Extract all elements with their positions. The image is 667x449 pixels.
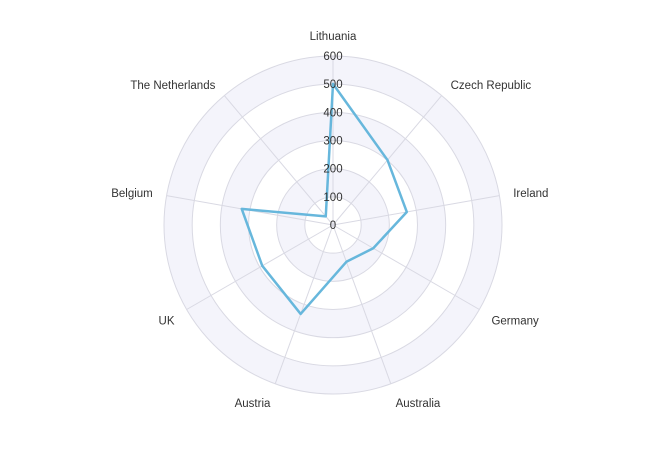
tick-label: 300 [323, 136, 342, 148]
series-line-0 [240, 82, 409, 316]
spoke-3 [332, 224, 480, 310]
radar-series-layer [240, 82, 409, 316]
category-label-0: Lithuania [310, 31, 357, 43]
tick-label: 100 [323, 192, 342, 204]
radar-spokes [166, 56, 500, 384]
tick-label: 600 [323, 51, 342, 63]
spoke-8 [223, 95, 334, 226]
tick-label: 500 [323, 79, 342, 91]
radar-category-labels: Lithuania Czech Republic Ireland Germany Aus… [111, 31, 548, 410]
spoke-4 [332, 224, 392, 384]
spoke-5 [274, 224, 334, 384]
category-label-2: Ireland [513, 188, 548, 200]
spoke-6 [186, 224, 334, 310]
tick-label: 0 [330, 220, 336, 232]
category-label-7: Belgium [111, 188, 153, 200]
spoke-2 [332, 195, 500, 226]
tick-label: 200 [323, 164, 342, 176]
radar-tick-labels: 0 100 200 300 400 500 600 [323, 51, 342, 232]
category-label-8: The Netherlands [130, 80, 215, 92]
tick-label: 400 [323, 107, 342, 119]
category-label-6: UK [159, 316, 175, 328]
category-label-3: Germany [491, 316, 539, 328]
category-label-1: Czech Republic [451, 80, 532, 92]
category-label-4: Australia [396, 398, 441, 410]
category-label-5: Austria [235, 398, 271, 410]
